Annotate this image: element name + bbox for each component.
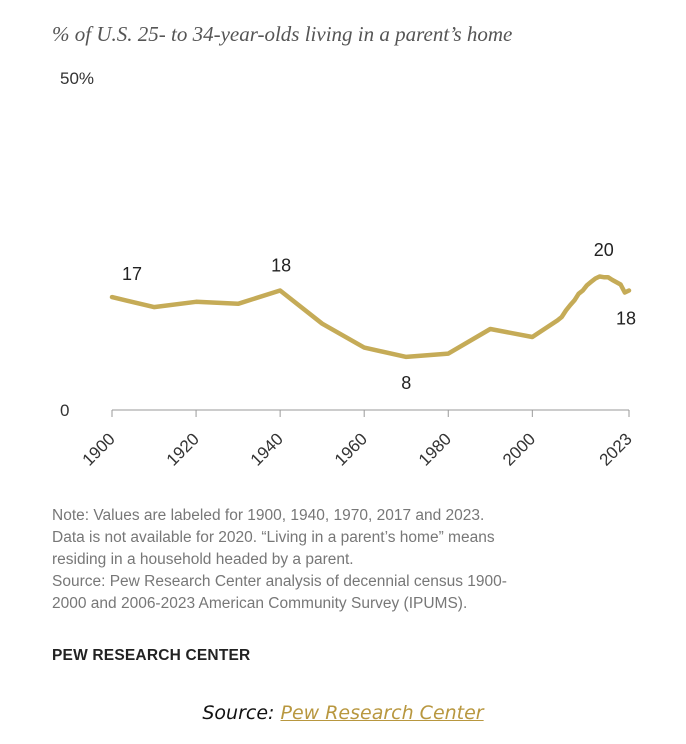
chart-subtitle: % of U.S. 25- to 34-year-olds living in … [52, 22, 513, 46]
data-label: 20 [594, 240, 614, 260]
x-tick-label: 1920 [163, 429, 203, 469]
y-axis-ticks: 0 50% [60, 69, 94, 420]
x-tick-label: 1960 [331, 429, 371, 469]
source-link[interactable]: Pew Research Center [280, 702, 484, 724]
data-label: 17 [122, 264, 142, 284]
data-label: 8 [401, 373, 411, 393]
x-tick-label: 2023 [596, 429, 636, 469]
chart-note: Note: Values are labeled for 1900, 1940,… [52, 505, 642, 615]
brand-name: PEW RESEARCH CENTER [52, 647, 251, 664]
note-line: residing in a household headed by a pare… [52, 551, 354, 568]
y-tick-label: 50% [60, 69, 94, 88]
x-axis-ticks: 1900 1920 1940 1960 1980 2000 2023 [79, 410, 636, 470]
x-tick-label: 1980 [415, 429, 455, 469]
note-line: Note: Values are labeled for 1900, 1940,… [52, 507, 485, 524]
data-label: 18 [271, 255, 291, 275]
source-prefix: Source: [202, 702, 281, 724]
x-tick-label: 1940 [247, 429, 287, 469]
y-tick-label: 0 [60, 401, 69, 420]
note-line: Data is not available for 2020. “Living … [52, 529, 495, 546]
x-tick-label: 2000 [499, 429, 539, 469]
note-line: 2000 and 2006-2023 American Community Su… [52, 595, 468, 612]
note-line: Source: Pew Research Center analysis of … [52, 573, 507, 590]
line-chart: 1900 1920 1940 1960 1980 2000 2023 0 50% 17 18 8 2… [60, 69, 636, 470]
source-caption: Source: Pew Research Center [0, 702, 686, 724]
data-labels: 17 18 8 20 18 [122, 240, 636, 393]
data-label: 18 [616, 308, 636, 328]
series-line [109, 274, 632, 360]
x-tick-label: 1900 [79, 429, 119, 469]
